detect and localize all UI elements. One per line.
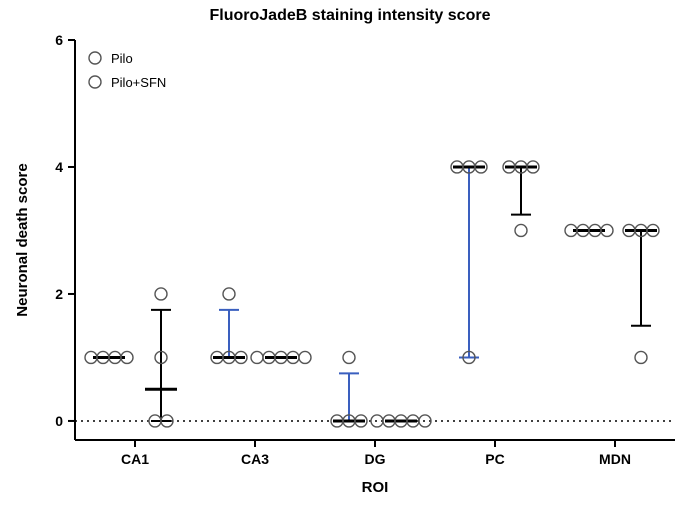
chart-title: FluoroJadeB staining intensity score: [210, 7, 491, 24]
data-point: [515, 224, 527, 236]
x-tick-label: PC: [485, 451, 504, 467]
x-tick-label: MDN: [599, 451, 631, 467]
data-point: [155, 288, 167, 300]
y-tick-label: 0: [55, 413, 63, 429]
x-tick-label: DG: [365, 451, 386, 467]
legend-label: Pilo+SFN: [111, 75, 166, 90]
x-tick-label: CA3: [241, 451, 269, 467]
legend-marker: [89, 52, 101, 64]
legend-label: Pilo: [111, 51, 133, 66]
chart-container: FluoroJadeB staining intensity score 0 2 4 6…: [0, 0, 700, 517]
data-point: [635, 351, 647, 363]
y-axis-label: Neuronal death score: [14, 163, 31, 316]
legend-marker: [89, 76, 101, 88]
x-tick-label: CA1: [121, 451, 149, 467]
data-point: [343, 351, 355, 363]
x-axis-label: ROI: [362, 479, 389, 496]
data-point: [251, 351, 263, 363]
y-tick-label: 4: [55, 159, 63, 175]
data-point: [223, 288, 235, 300]
y-tick-label: 6: [55, 32, 63, 48]
data-point: [299, 351, 311, 363]
y-tick-label: 2: [55, 286, 63, 302]
chart-svg: FluoroJadeB staining intensity score 0 2 4 6…: [0, 0, 700, 517]
